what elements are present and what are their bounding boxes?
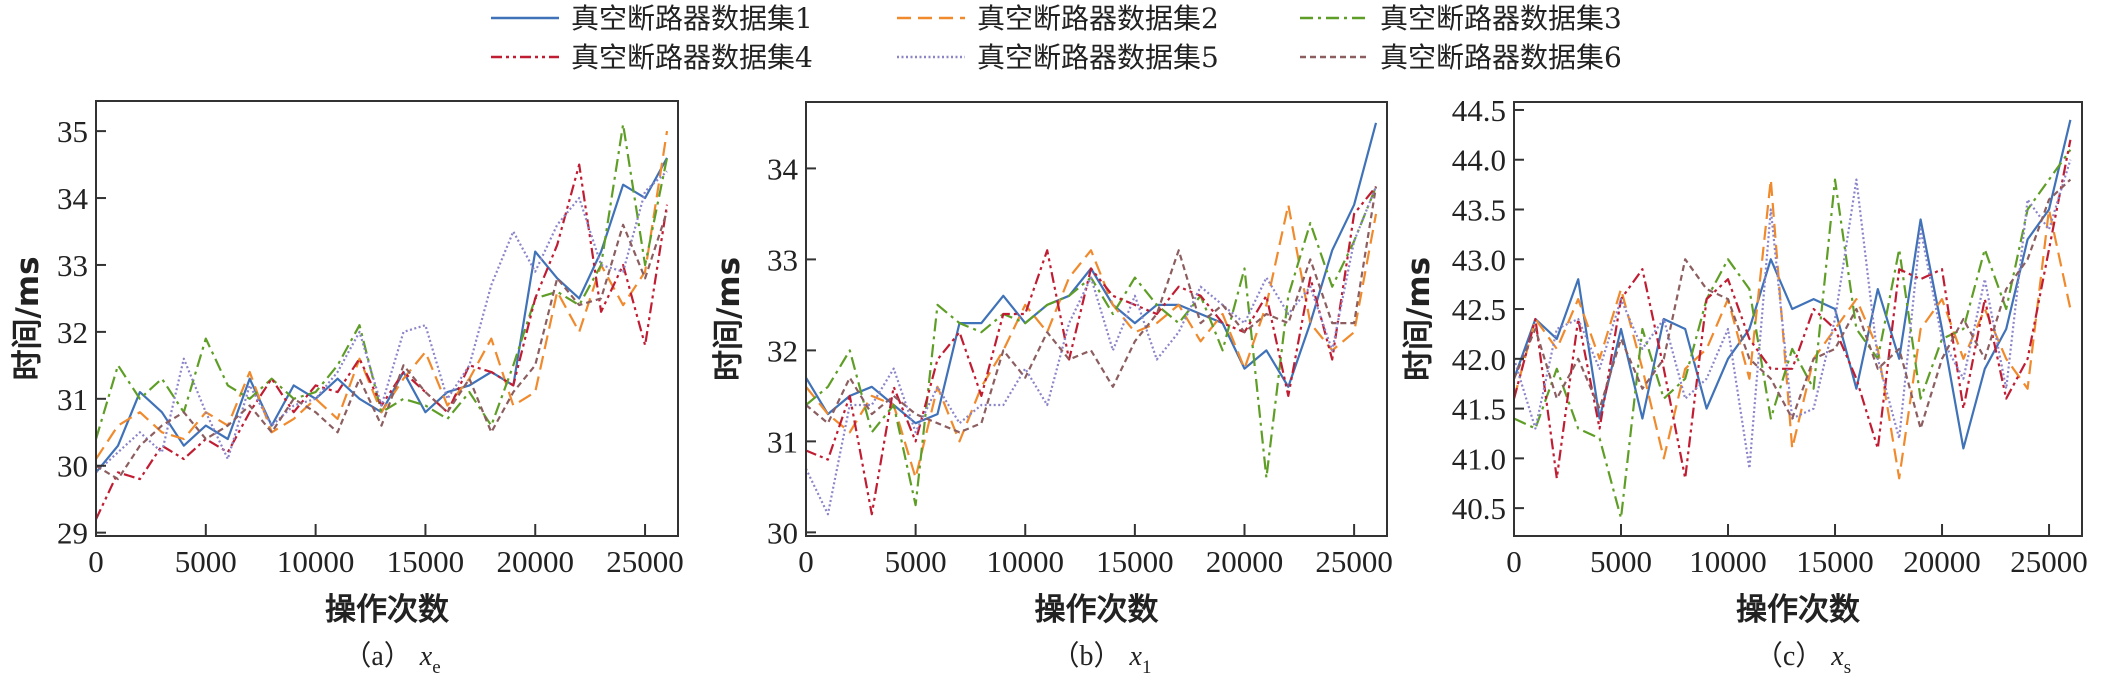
legend-label: 真空断路器数据集4	[571, 41, 813, 74]
y-tick-label: 42.0	[1452, 342, 1506, 377]
x-tick-label: 20000	[1206, 544, 1284, 579]
caption-subscript: 1	[1142, 657, 1152, 678]
legend-label: 真空断路器数据集1	[571, 2, 813, 35]
y-tick-label: 43.0	[1452, 242, 1506, 277]
x-tick-label: 10000	[277, 544, 355, 579]
plot-frame	[805, 101, 1388, 537]
x-tick-label: 0	[798, 544, 814, 579]
series-group	[94, 123, 669, 520]
series-group	[1512, 119, 2072, 520]
caption-subscript: s	[1844, 657, 1851, 678]
y-tick-label: 30	[57, 449, 88, 484]
caption-label: （a）	[343, 640, 411, 672]
x-axis-title: 操作次数	[1035, 592, 1159, 628]
series-line-3	[94, 123, 669, 440]
legend-item: 真空断路器数据集5	[897, 41, 1219, 74]
legend-item: 真空断路器数据集2	[897, 2, 1219, 35]
series-line-5	[95, 170, 668, 474]
series-line-6	[1512, 178, 2072, 430]
series-line-2	[95, 130, 669, 460]
y-axis-title: 时间/ms	[711, 257, 747, 381]
y-tick-label: 30	[767, 515, 798, 550]
series-line-5	[805, 186, 1378, 516]
y-tick-label: 43.5	[1452, 193, 1506, 228]
subplot-caption: （c） xs	[1755, 640, 1851, 678]
caption-label: （c）	[1755, 640, 1823, 672]
caption-label: （b）	[1052, 640, 1122, 672]
x-tick-label: 10000	[986, 544, 1064, 579]
y-axis-title: 时间/ms	[1401, 257, 1437, 381]
series-line-6	[95, 211, 669, 481]
legend-item: 真空断路器数据集6	[1300, 41, 1622, 74]
subplot-a: 0 5000 10000 15000 20000 25000 29 30 31 32 33 34 35 操…	[10, 100, 684, 678]
caption-variable: x	[1129, 641, 1143, 672]
y-tick-label: 32	[767, 333, 798, 368]
y-tick-label: 41.0	[1452, 441, 1506, 476]
x-tick-label: 15000	[1096, 544, 1174, 579]
caption-subscript: e	[432, 657, 440, 678]
series-line-2	[1512, 178, 2072, 480]
x-tick-label: 25000	[2010, 544, 2088, 579]
x-tick-label: 20000	[496, 544, 574, 579]
y-tick-label: 44.0	[1452, 143, 1506, 178]
x-tick-label: 20000	[1903, 544, 1981, 579]
x-tick-label: 15000	[387, 544, 465, 579]
legend-label: 真空断路器数据集2	[977, 2, 1219, 35]
caption-variable: x	[419, 641, 433, 672]
legend-item: 真空断路器数据集1	[491, 2, 813, 35]
x-tick-label: 0	[1506, 544, 1522, 579]
legend-item: 真空断路器数据集4	[491, 41, 813, 74]
y-tick-label: 33	[767, 242, 798, 277]
y-tick-label: 35	[57, 114, 88, 149]
caption-variable: x	[1830, 641, 1844, 672]
x-tick-label: 5000	[175, 544, 237, 579]
x-axis-title: 操作次数	[1736, 592, 1860, 628]
series-line-3	[1513, 149, 2072, 520]
legend-label: 真空断路器数据集6	[1380, 41, 1622, 74]
plot-frame	[1513, 101, 2083, 537]
subplot-caption: （a） xe	[343, 640, 440, 678]
y-axis-title: 时间/ms	[10, 256, 46, 380]
y-tick-label: 44.5	[1452, 93, 1506, 128]
x-tick-label: 10000	[1689, 544, 1767, 579]
x-tick-label: 25000	[606, 544, 684, 579]
x-tick-label: 15000	[1796, 544, 1874, 579]
x-tick-label: 5000	[1590, 544, 1652, 579]
y-tick-label: 31	[57, 382, 88, 417]
series-group	[805, 122, 1378, 516]
x-tick-label: 5000	[885, 544, 947, 579]
legend-label: 真空断路器数据集3	[1380, 2, 1622, 35]
y-tick-label: 33	[57, 248, 88, 283]
y-tick-label: 42.5	[1452, 292, 1506, 327]
series-line-6	[805, 186, 1378, 434]
y-tick-label: 32	[57, 315, 88, 350]
x-tick-label: 0	[88, 544, 104, 579]
legend-label: 真空断路器数据集5	[977, 41, 1219, 74]
x-axis-title: 操作次数	[325, 592, 449, 628]
y-tick-label: 40.5	[1452, 491, 1506, 526]
subplot-b: 0 5000 10000 15000 20000 25000 30 31 32 33 34 操作次数 时…	[711, 101, 1393, 678]
series-line-4	[805, 185, 1377, 516]
legend: 真空断路器数据集1 真空断路器数据集2 真空断路器数据集3 真空断路器数据集4 真空断路…	[491, 2, 1622, 74]
y-tick-label: 34	[767, 151, 799, 186]
y-tick-label: 29	[57, 516, 88, 551]
y-tick-label: 34	[57, 181, 89, 216]
y-tick-label: 31	[767, 424, 798, 459]
y-tick-label: 41.5	[1452, 392, 1506, 427]
subplot-c: 0 5000 10000 15000 20000 25000 40.5 41.0 41.5 42.…	[1401, 93, 2088, 678]
x-tick-label: 25000	[1315, 544, 1393, 579]
series-line-2	[805, 203, 1378, 479]
subplot-caption: （b） x1	[1052, 640, 1152, 678]
series-line-3	[805, 186, 1378, 507]
series-line-1	[1512, 119, 2072, 450]
legend-item: 真空断路器数据集3	[1300, 2, 1622, 35]
plot-frame	[95, 100, 679, 537]
series-line-4	[95, 163, 669, 520]
